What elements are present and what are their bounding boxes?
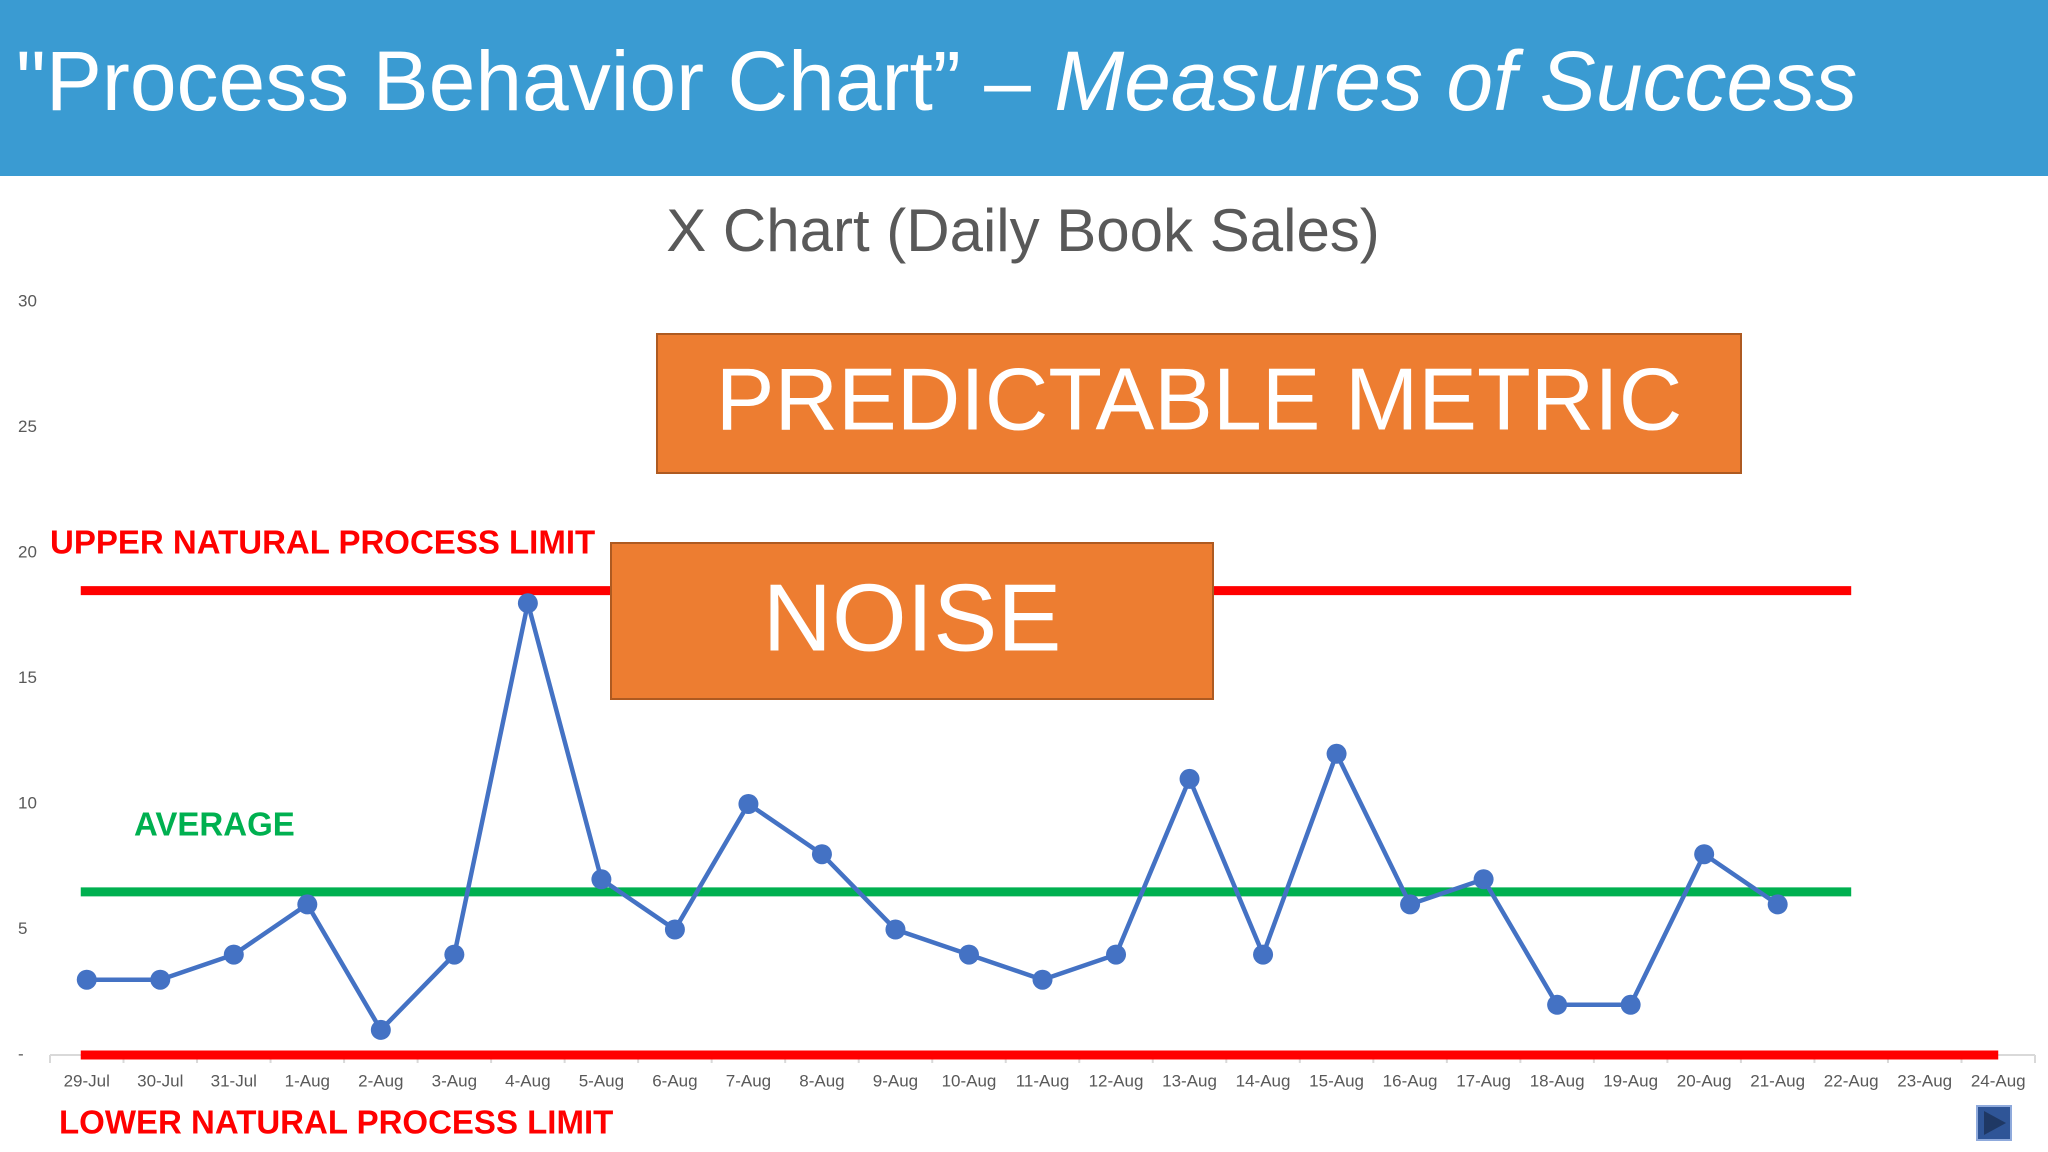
x-tick-label: 6-Aug <box>652 1071 697 1090</box>
annotation: PREDICTABLE METRIC <box>716 349 1683 448</box>
data-point <box>1473 869 1494 890</box>
data-point <box>1253 944 1274 965</box>
annotation: NOISE <box>763 564 1062 671</box>
data-point <box>297 894 318 915</box>
header-title: "Process Behavior Chart” – Measures of S… <box>16 34 1857 128</box>
x-tick-label: 2-Aug <box>358 1071 403 1090</box>
x-tick-label: 23-Aug <box>1897 1071 1952 1090</box>
data-point <box>76 969 97 990</box>
x-tick-label: 10-Aug <box>942 1071 997 1090</box>
data-point <box>1326 743 1347 764</box>
x-tick-label: 22-Aug <box>1824 1071 1879 1090</box>
data-point <box>1400 894 1421 915</box>
data-point <box>1694 844 1715 865</box>
nav-arrow[interactable] <box>1984 1111 2006 1135</box>
x-tick-label: 15-Aug <box>1309 1071 1364 1090</box>
x-tick-label: 8-Aug <box>799 1071 844 1090</box>
reference-label: LOWER NATURAL PROCESS LIMIT <box>59 1104 613 1141</box>
header-title-italic: Measures of Success <box>1054 34 1857 128</box>
y-tick-label: 20 <box>18 542 37 561</box>
data-point <box>591 869 612 890</box>
x-tick-label: 16-Aug <box>1383 1071 1438 1090</box>
y-tick-label: 25 <box>18 417 37 436</box>
data-point <box>517 593 538 614</box>
x-tick-label: 3-Aug <box>432 1071 477 1090</box>
data-point <box>370 1019 391 1040</box>
x-tick-label: 1-Aug <box>285 1071 330 1090</box>
data-point <box>1032 969 1053 990</box>
x-tick-label: 4-Aug <box>505 1071 550 1090</box>
data-point <box>1547 994 1568 1015</box>
x-tick-label: 19-Aug <box>1603 1071 1658 1090</box>
x-tick-label: 13-Aug <box>1162 1071 1217 1090</box>
x-tick-label: 29-Jul <box>64 1071 110 1090</box>
header-title-plain: "Process Behavior Chart” – <box>16 34 1054 128</box>
x-tick-label: 20-Aug <box>1677 1071 1732 1090</box>
plot: - 5 10 15 20 25 30 29-Jul 30-Jul 31-Jul 1-Aug 2-Aug… <box>18 291 2036 1141</box>
x-tick-label: 14-Aug <box>1236 1071 1291 1090</box>
x-tick-label: 11-Aug <box>1016 1071 1070 1090</box>
data-point <box>1106 944 1127 965</box>
data-point <box>811 844 832 865</box>
y-tick-label: 15 <box>18 668 37 687</box>
data-point <box>150 969 171 990</box>
y-tick-label: 30 <box>18 291 37 310</box>
data-point <box>1620 994 1641 1015</box>
x-tick-label: 9-Aug <box>873 1071 918 1090</box>
data-point <box>444 944 465 965</box>
series-line <box>86 602 1779 1034</box>
reference-label: AVERAGE <box>134 806 295 843</box>
y-tick-label: 10 <box>18 793 37 812</box>
x-tick-label: 30-Jul <box>137 1071 183 1090</box>
data-point <box>664 919 685 940</box>
x-tick-label: 17-Aug <box>1456 1071 1511 1090</box>
x-tick-label: 18-Aug <box>1530 1071 1585 1090</box>
reference-label: UPPER NATURAL PROCESS LIMIT <box>50 524 595 561</box>
y-tick-label: 5 <box>18 919 27 938</box>
x-tick-label: 5-Aug <box>579 1071 624 1090</box>
chart-title: X Chart (Daily Book Sales) <box>666 197 1380 264</box>
x-tick-label: 24-Aug <box>1971 1071 2026 1090</box>
data-point <box>223 944 244 965</box>
header-bar <box>0 0 2048 176</box>
nav-button[interactable] <box>1976 1105 2012 1141</box>
annotation-box <box>656 333 1742 474</box>
y-tick-label: - <box>18 1044 24 1063</box>
data-point <box>958 944 979 965</box>
data-point <box>885 919 906 940</box>
data-point <box>738 794 759 814</box>
x-tick-label: 21-Aug <box>1750 1071 1805 1090</box>
data-point <box>1767 894 1788 915</box>
x-tick-label: 7-Aug <box>726 1071 771 1090</box>
data-point <box>1179 768 1200 789</box>
x-tick-label: 12-Aug <box>1089 1071 1144 1090</box>
x-tick-label: 31-Jul <box>211 1071 257 1090</box>
annotation-box <box>610 542 1214 700</box>
